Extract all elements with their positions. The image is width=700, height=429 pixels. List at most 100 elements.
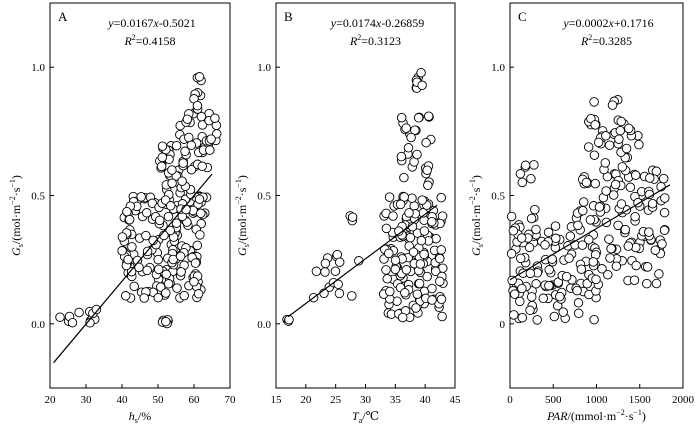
x-tick-label: 2000	[672, 394, 695, 406]
data-point	[347, 291, 357, 301]
data-point	[399, 172, 409, 183]
data-point	[384, 248, 394, 259]
panel-b: 15 20 25 30 35 40 45 0.0 0.5 1.0 B y=0.0174x-0.2685…	[234, 2, 461, 425]
data-point	[531, 224, 541, 235]
data-point	[196, 208, 206, 219]
y-tick-label: 0	[500, 319, 506, 331]
x-tick-label: 1500	[629, 394, 652, 406]
data-point	[194, 72, 205, 82]
data-point	[381, 223, 392, 234]
data-point	[427, 216, 437, 227]
data-point	[651, 166, 662, 177]
data-point	[153, 264, 164, 275]
data-point	[179, 290, 189, 301]
data-point	[573, 298, 584, 308]
data-point	[658, 173, 669, 184]
data-point	[578, 197, 589, 207]
data-point	[175, 251, 186, 262]
data-point	[122, 206, 132, 217]
x-tick-label: 1000	[586, 394, 609, 406]
data-point	[412, 149, 422, 160]
data-point	[616, 199, 627, 209]
panel-letter: C	[518, 9, 527, 24]
data-point	[645, 173, 655, 183]
data-point	[597, 264, 607, 274]
data-point	[136, 192, 146, 202]
data-point	[589, 97, 599, 107]
data-point	[334, 288, 345, 299]
data-point	[544, 280, 554, 291]
data-point	[161, 269, 172, 280]
data-point	[576, 264, 587, 274]
x-axis-label: PAR/(mmol·m−2·s−1)	[546, 408, 646, 423]
data-point	[564, 253, 574, 263]
y-tick-label: 1.0	[257, 62, 271, 74]
data-point	[623, 241, 634, 251]
panel-letter: B	[284, 9, 293, 24]
data-point	[396, 151, 407, 162]
data-point	[650, 245, 661, 255]
y-tick-label: 0.0	[257, 319, 271, 331]
data-point	[405, 232, 416, 243]
data-point	[171, 140, 182, 151]
data-point	[134, 262, 144, 273]
data-point	[620, 224, 631, 235]
data-point	[617, 162, 628, 172]
x-tick-label: 50	[153, 394, 165, 406]
data-point	[117, 246, 127, 256]
data-point	[180, 146, 190, 157]
data-point	[333, 279, 343, 290]
plot-frame	[509, 2, 684, 389]
data-point	[416, 235, 427, 246]
data-point	[182, 114, 193, 124]
data-point	[401, 265, 412, 275]
data-point	[530, 204, 540, 215]
data-point	[165, 225, 175, 236]
data-point	[382, 274, 393, 284]
data-point	[195, 230, 205, 240]
data-point	[436, 294, 447, 305]
data-point	[192, 100, 203, 111]
data-point	[430, 266, 441, 277]
data-point	[117, 232, 128, 242]
data-point	[127, 242, 137, 252]
data-point	[585, 215, 596, 225]
data-point	[147, 198, 158, 209]
data-point	[551, 233, 561, 244]
data-point	[506, 211, 517, 222]
data-point	[515, 296, 525, 307]
data-point	[422, 165, 432, 175]
data-point	[171, 218, 182, 228]
data-point	[630, 170, 641, 180]
data-point	[161, 288, 171, 298]
data-point	[610, 179, 621, 190]
data-point	[558, 307, 568, 317]
data-point	[520, 160, 531, 171]
x-tick-label: 500	[545, 394, 562, 406]
x-axis-label: hs/%	[129, 409, 151, 425]
data-point	[165, 201, 176, 211]
data-point	[139, 293, 149, 303]
data-point	[407, 193, 417, 203]
data-point	[381, 265, 391, 275]
data-point	[153, 292, 163, 303]
data-point	[311, 266, 322, 277]
data-point	[176, 267, 186, 277]
data-point	[577, 240, 588, 250]
data-point	[606, 243, 616, 254]
x-tick-label: 60	[189, 394, 201, 406]
data-point	[642, 278, 652, 289]
data-point	[659, 207, 670, 218]
data-point	[330, 266, 341, 276]
data-point	[126, 266, 137, 277]
data-point	[334, 257, 345, 267]
x-tick-label: 70	[225, 394, 237, 406]
data-point	[419, 226, 430, 236]
regression-line	[287, 204, 438, 318]
data-point	[408, 247, 419, 257]
data-point	[156, 161, 167, 172]
data-point	[415, 259, 426, 269]
data-point	[659, 225, 670, 236]
data-point	[555, 291, 565, 302]
r-squared: R2=0.3285	[580, 33, 632, 48]
